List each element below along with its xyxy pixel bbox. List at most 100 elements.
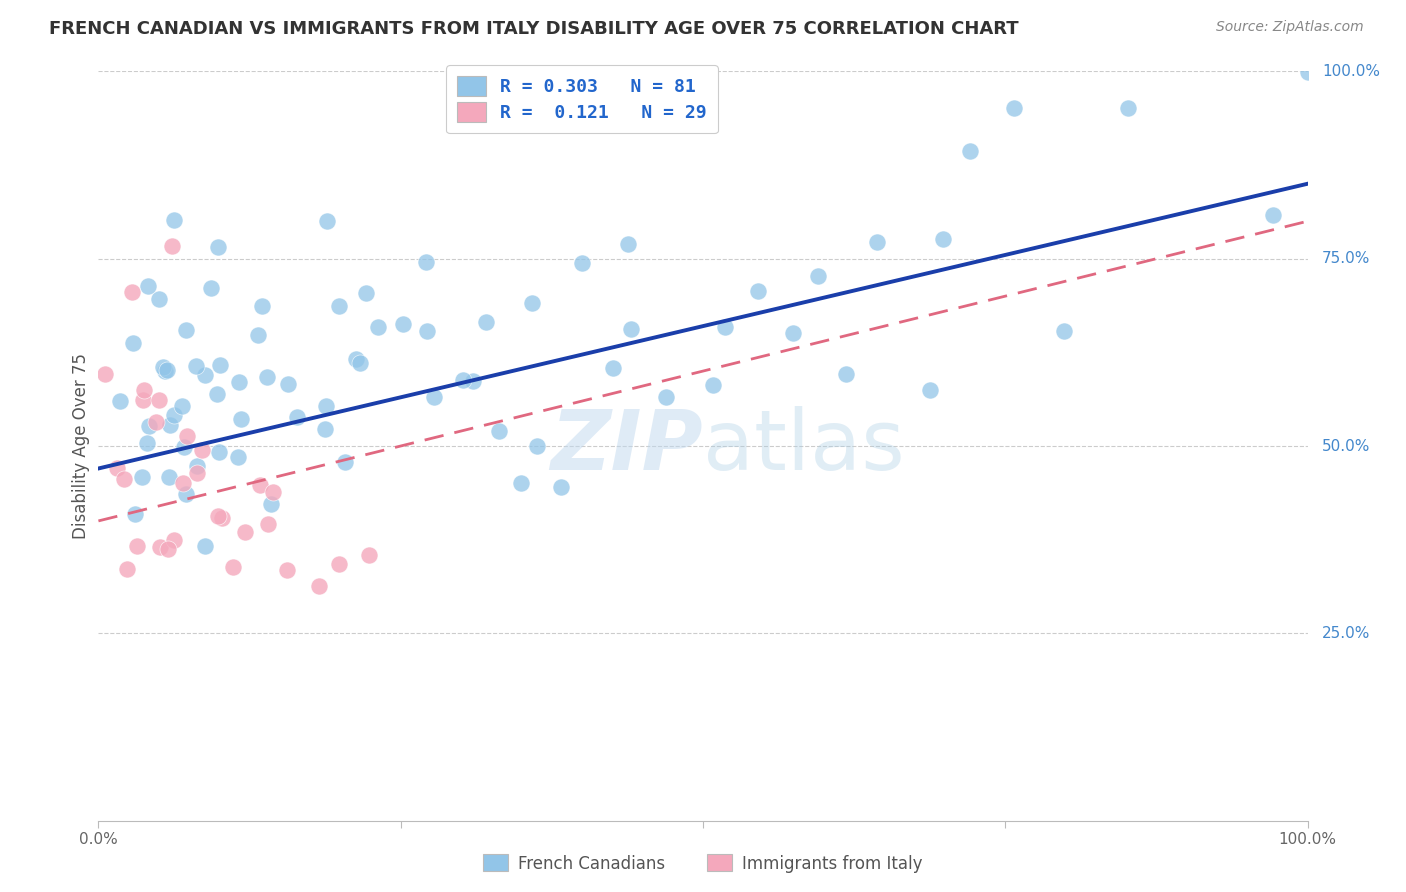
Point <box>148 393 170 408</box>
Point <box>163 409 186 423</box>
Point <box>145 415 167 429</box>
Point <box>354 286 377 301</box>
Point <box>186 458 208 473</box>
Point <box>249 478 271 492</box>
Point <box>314 422 336 436</box>
Point <box>509 476 531 491</box>
Point <box>108 394 131 409</box>
Point <box>207 239 229 253</box>
Legend: R = 0.303   N = 81, R =  0.121   N = 29: R = 0.303 N = 81, R = 0.121 N = 29 <box>446 65 718 133</box>
Point <box>156 541 179 556</box>
Text: ZIP: ZIP <box>550 406 703 486</box>
Point <box>157 469 180 483</box>
Point <box>1261 208 1284 222</box>
Point <box>315 214 337 228</box>
Point <box>918 383 941 397</box>
Point <box>1296 64 1319 78</box>
Point <box>277 377 299 392</box>
Point <box>229 412 252 426</box>
Point <box>112 472 135 486</box>
Point <box>132 393 155 408</box>
Point <box>344 352 367 367</box>
Point <box>782 326 804 340</box>
Text: 25.0%: 25.0% <box>1322 626 1371 640</box>
Point <box>806 269 828 284</box>
Point <box>526 439 548 453</box>
Point <box>148 540 170 554</box>
Point <box>194 539 217 553</box>
Point <box>163 533 186 547</box>
Point <box>160 238 183 252</box>
Point <box>250 299 273 313</box>
Point <box>392 317 415 331</box>
Point <box>367 320 389 334</box>
Point <box>176 429 198 443</box>
Point <box>415 324 437 338</box>
Point <box>148 293 170 307</box>
Point <box>159 417 181 432</box>
Point <box>415 255 437 269</box>
Point <box>520 296 543 310</box>
Point <box>1180 49 1202 63</box>
Point <box>276 563 298 577</box>
Point <box>655 390 678 404</box>
Point <box>620 322 643 336</box>
Point <box>260 498 283 512</box>
Point <box>153 364 176 378</box>
Point <box>959 144 981 158</box>
Point <box>131 469 153 483</box>
Point <box>488 424 510 438</box>
Point <box>308 579 330 593</box>
Point <box>205 387 228 401</box>
Text: 75.0%: 75.0% <box>1322 252 1371 266</box>
Point <box>357 548 380 562</box>
Point <box>174 487 197 501</box>
Point <box>1039 49 1062 63</box>
Point <box>211 510 233 524</box>
Text: FRENCH CANADIAN VS IMMIGRANTS FROM ITALY DISABILITY AGE OVER 75 CORRELATION CHAR: FRENCH CANADIAN VS IMMIGRANTS FROM ITALY… <box>49 20 1019 37</box>
Point <box>349 356 371 370</box>
Point <box>208 358 231 372</box>
Point <box>1116 101 1139 115</box>
Point <box>747 284 769 298</box>
Point <box>186 466 208 480</box>
Point <box>156 363 179 377</box>
Point <box>226 450 249 465</box>
Point <box>714 320 737 334</box>
Point <box>208 445 231 459</box>
Point <box>136 279 159 293</box>
Point <box>115 562 138 576</box>
Point <box>246 328 269 343</box>
Point <box>121 336 143 351</box>
Point <box>228 375 250 389</box>
Point <box>135 436 157 450</box>
Point <box>173 440 195 454</box>
Point <box>138 419 160 434</box>
Point <box>172 475 194 490</box>
Point <box>121 285 143 300</box>
Point <box>835 368 858 382</box>
Point <box>451 374 474 388</box>
Point <box>105 461 128 475</box>
Point <box>125 539 148 553</box>
Point <box>550 480 572 494</box>
Point <box>602 360 624 375</box>
Point <box>257 516 280 531</box>
Point <box>571 255 593 269</box>
Text: 50.0%: 50.0% <box>1322 439 1371 453</box>
Point <box>1053 324 1076 338</box>
Point <box>207 509 229 524</box>
Point <box>132 383 155 397</box>
Point <box>328 299 350 313</box>
Legend: French Canadians, Immigrants from Italy: French Canadians, Immigrants from Italy <box>477 847 929 880</box>
Point <box>163 213 186 227</box>
Point <box>152 359 174 374</box>
Point <box>262 485 284 500</box>
Point <box>184 359 207 373</box>
Point <box>866 235 889 250</box>
Point <box>475 315 498 329</box>
Point <box>461 374 484 388</box>
Point <box>222 559 245 574</box>
Point <box>256 370 278 384</box>
Point <box>94 367 117 381</box>
